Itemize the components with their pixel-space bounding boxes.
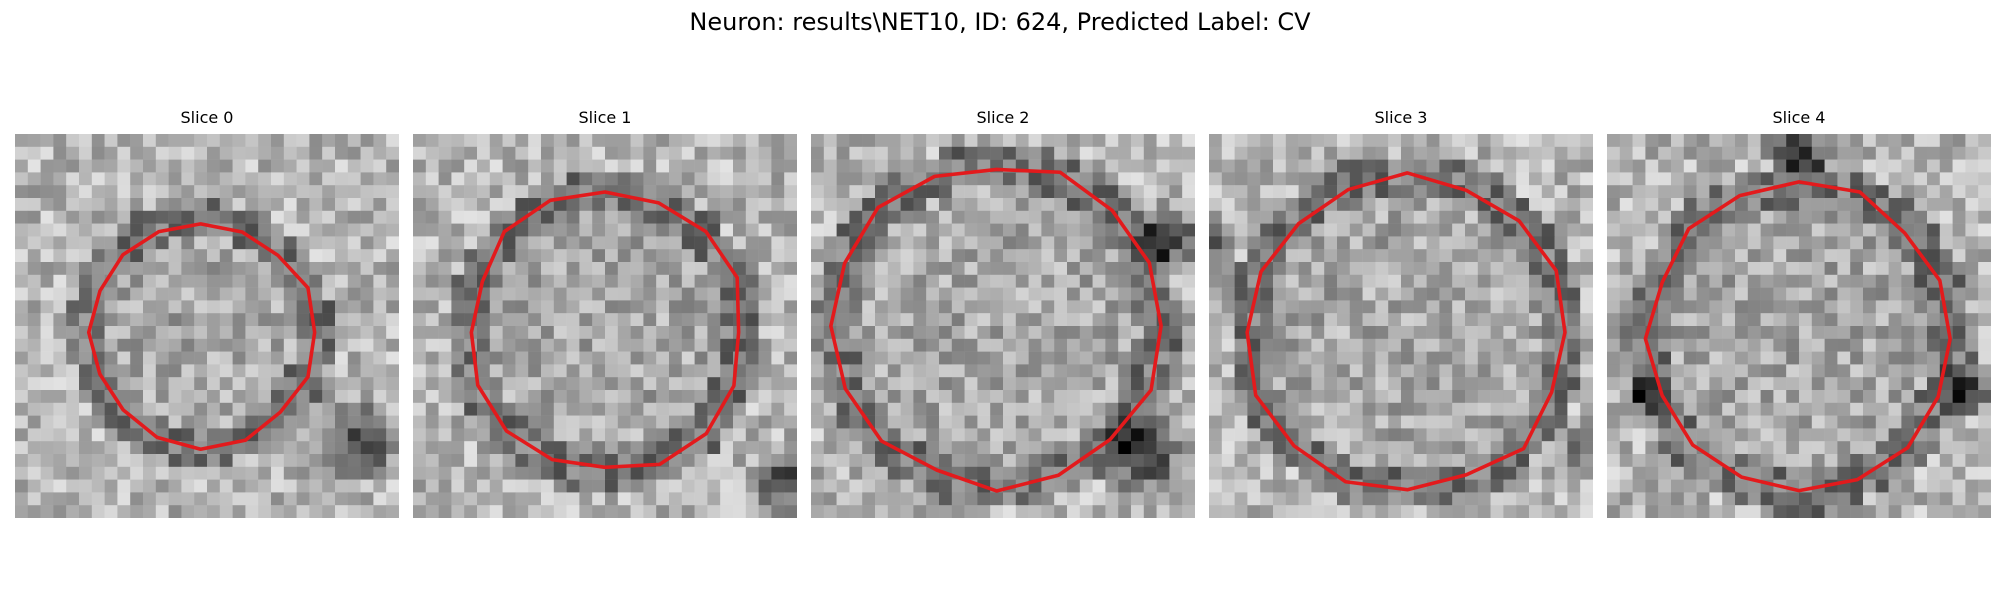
slice-image [15,134,399,518]
segmentation-contour [1245,171,1567,492]
slice-image [1607,134,1991,518]
slice-title: Slice 2 [976,108,1030,127]
segmentation-contour [829,167,1163,493]
segmentation-contour [1643,180,1952,493]
slice-image [811,134,1195,518]
slice-title: Slice 3 [1374,108,1428,127]
segmentation-contour [469,190,741,470]
segmentation-contour [86,222,317,452]
slice-title: Slice 4 [1772,108,1826,127]
figure-title: Neuron: results\NET10, ID: 624, Predicte… [689,8,1311,36]
slice-title: Slice 1 [578,108,632,127]
slice-title: Slice 0 [180,108,234,127]
slice-image [1209,134,1593,518]
slice-image [413,134,797,518]
